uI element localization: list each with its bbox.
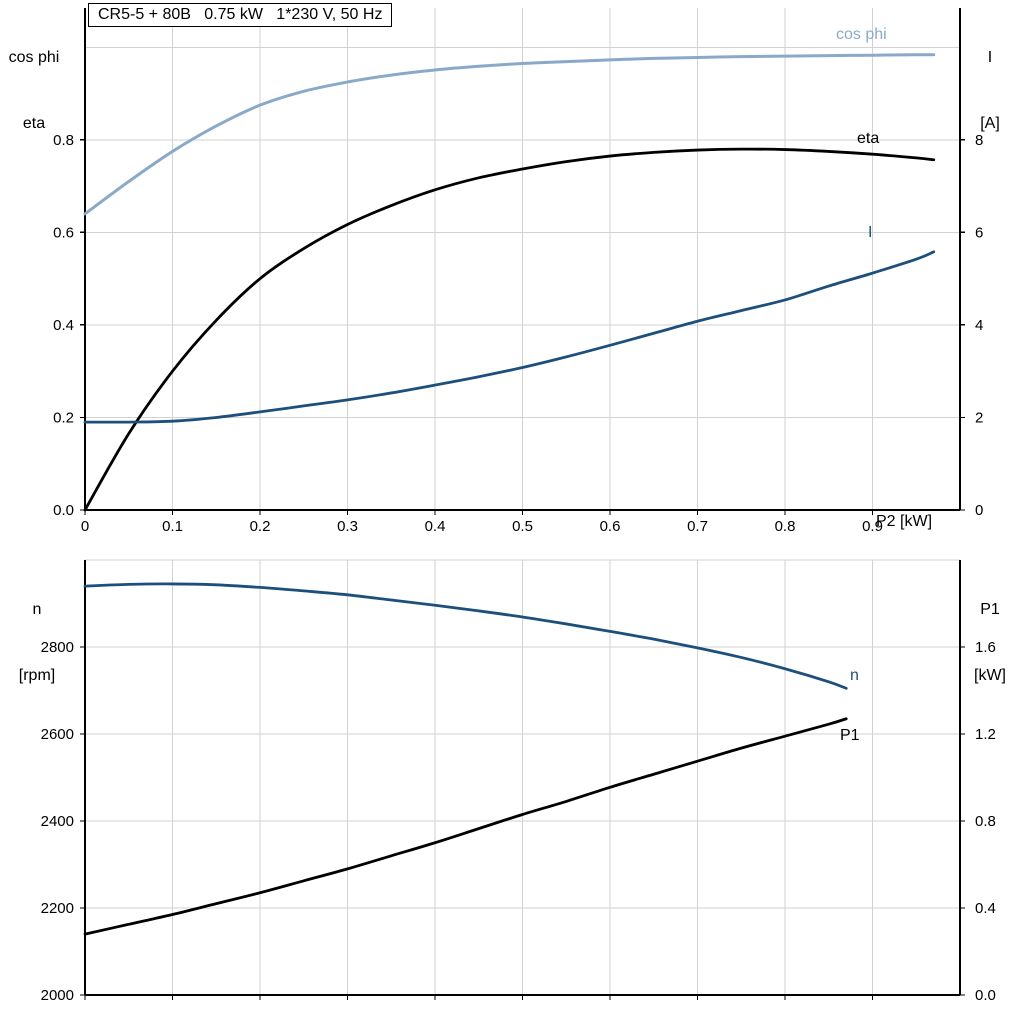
tick-label: 2 [975,409,983,426]
tick-label: 6 [975,224,983,241]
tick-label: 8 [975,132,983,149]
chart-bottom-canvas: 2000 2200 2400 2600 2800 0.0 0.4 0.8 1.2 1.6 [0,545,1024,1024]
left-axis-title-bottom-line1: n [32,601,42,618]
right-axis-title-top: I [A] [960,3,1020,179]
tick-label: 0.8 [775,518,796,535]
tick-label: 2800 [41,639,74,656]
tick-label: 0.0 [53,502,74,519]
tick-label: 0.7 [687,518,708,535]
curve-label-cos-phi: cos phi [836,26,887,43]
tick-label: 0.8 [975,813,996,830]
chart-top-svg: 0 0.1 0.2 0.3 0.4 0.5 0.6 0.7 0.8 0.9 0.0 0.2 0.4 0.6… [53,8,983,535]
tick-label: 0.6 [53,224,74,241]
left-axis-title-top-line2: eta [22,115,46,132]
x-axis-title: P2 [kW] [876,513,933,530]
chart-title-box: CR5-5 + 80B 0.75 kW 1*230 V, 50 Hz [88,3,393,27]
tick-label: 0.1 [162,518,183,535]
tick-label: 0.0 [975,987,996,1004]
right-axis-title-bottom-line1: P1 [980,601,1000,618]
tick-label: 4 [975,317,983,334]
chart-bottom-curve-speed [83,582,848,690]
right-axis-title-bottom: P1 [kW] [960,555,1020,731]
tick-label: 0.2 [53,409,74,426]
curve-label-speed: n [850,667,859,684]
left-axis-title-bottom: n [rpm] [2,555,72,731]
right-axis-title-top-line1: I [987,49,993,66]
curve-label-current: I [868,224,873,241]
chart-top-curve-cos-phi [83,53,936,216]
right-axis-title-bottom-line2: [kW] [974,667,1006,684]
tick-label: 0.2 [250,518,271,535]
tick-label: 0 [81,518,89,535]
curve-label-p1: P1 [840,727,860,744]
tick-label: 0.4 [975,900,996,917]
tick-label: 1.2 [975,726,996,743]
right-axis-title-top-line2: [A] [980,115,1000,132]
tick-label: 2600 [41,726,74,743]
curve-label-eta: eta [857,130,880,147]
left-axis-title-bottom-line2: [rpm] [18,667,56,684]
tick-label: 0.3 [337,518,358,535]
chart-bottom-curve-p1 [83,717,848,936]
tick-label: 0.4 [425,518,446,535]
tick-label: 2200 [41,900,74,917]
tick-label: 2000 [41,987,74,1004]
left-axis-title-top: cos phi eta [0,3,68,179]
tick-label: 2400 [41,813,74,830]
tick-label: 0 [975,502,983,519]
tick-label: 0.8 [53,132,74,149]
chart-bottom: 2000 2200 2400 2600 2800 0.0 0.4 0.8 1.2 1.6 n [r… [0,545,1024,1024]
tick-label: 0.9 [862,518,883,535]
tick-label: 0.6 [600,518,621,535]
chart-bottom-svg: 2000 2200 2400 2600 2800 0.0 0.4 0.8 1.2 1.6 [41,559,996,1004]
tick-label: 1.6 [975,639,996,656]
chart-top: 0 0.1 0.2 0.3 0.4 0.5 0.6 0.7 0.8 0.9 0.0 0.2 0.4 0.6… [0,3,1020,535]
chart-top-canvas: 0 0.1 0.2 0.3 0.4 0.5 0.6 0.7 0.8 0.9 0.0 0.2 0.4 0.6… [53,8,983,535]
chart-top-curve-eta [83,147,936,512]
tick-label: 0.4 [53,317,74,334]
tick-label: 0.5 [512,518,533,535]
left-axis-title-top-line1: cos phi [8,49,60,66]
chart-top-curve-current [83,250,936,424]
